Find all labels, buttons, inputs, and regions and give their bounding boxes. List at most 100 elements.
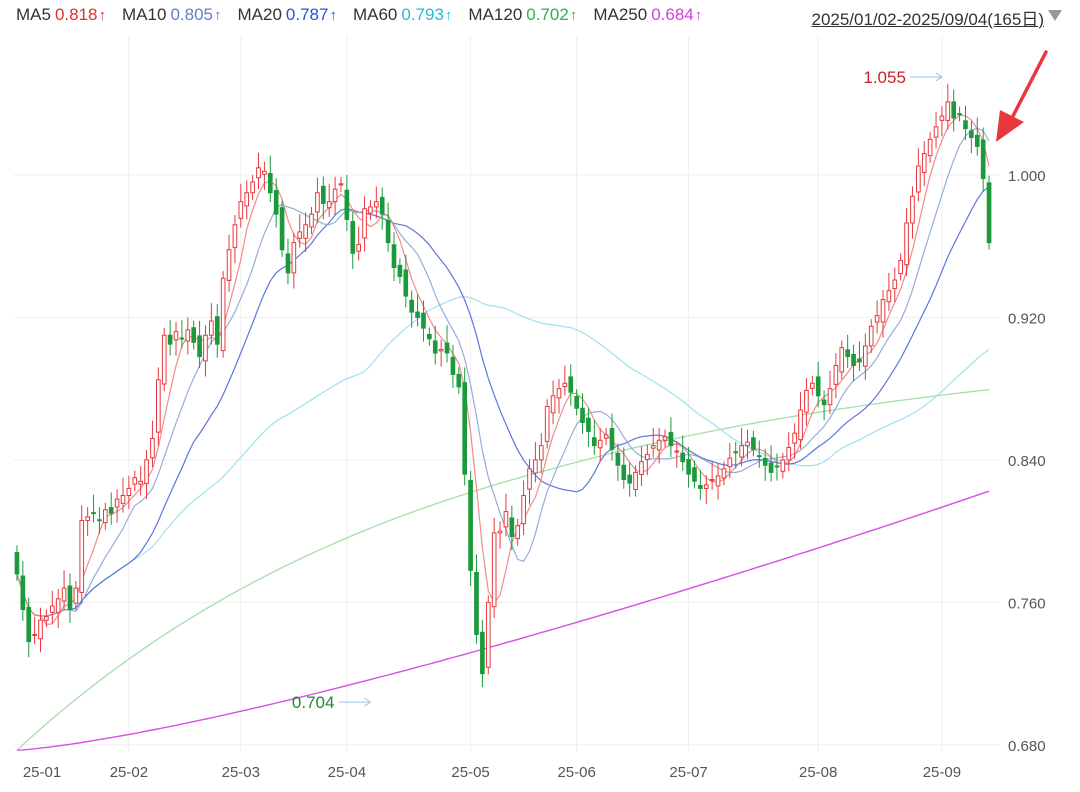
legend-ma10-arrow: ↑ [213,7,222,24]
candle-up [639,461,644,476]
candle-up [156,379,161,433]
candle-up [309,213,314,228]
candle-up [939,115,945,121]
candle-down [350,221,356,254]
legend-ma5-value: 0.818 [54,5,98,24]
candle-up [839,347,845,373]
candle-down [273,190,279,215]
candle-down [427,334,432,340]
candle-up [780,459,786,472]
x-tick-label: 25-05 [451,764,489,781]
candle-down [986,182,992,244]
candle-up [185,329,191,342]
candle-down [580,407,585,423]
x-tick-label: 25-02 [110,764,148,781]
candle-up [102,509,108,524]
candle-up [226,249,232,281]
candle-down [621,464,627,480]
candle-down [509,517,515,537]
candle-down [774,465,780,468]
candle-down [574,395,579,409]
candle-up [338,183,344,186]
legend-ma120: MA120 0.702 ↑ [468,5,578,24]
ma10-line [16,127,990,617]
legend-ma20: MA20 0.787 ↑ [237,5,337,24]
candle-up [132,477,138,485]
candle-up [544,405,550,442]
legend-ma10-value: 0.805 [170,5,213,24]
red-arrow-icon [1010,50,1048,120]
candle-up [556,388,562,399]
candle-down [980,139,986,179]
legend-ma60: MA60 0.793 ↑ [352,5,453,24]
candle-up [533,459,538,474]
candle-down [680,452,686,463]
candle-up [250,181,255,194]
candle-up [538,445,544,461]
candle-up [220,277,226,352]
legend-ma250: MA250 0.684 ↑ [593,5,703,24]
candle-up [503,511,509,528]
candle-up [79,519,85,593]
candle-down [969,130,974,139]
candle-up [662,436,668,441]
candle-up [485,601,491,668]
candle-up [833,365,839,385]
candle-up [120,495,126,504]
legend-ma60-arrow: ↑ [444,7,453,24]
candle-down [91,512,96,515]
candle-down [698,485,703,489]
candle-down [768,462,774,473]
y-tick-label: 0.920 [1008,310,1046,327]
candle-down [815,376,821,397]
candle-down [762,457,768,466]
candle-down [951,101,957,119]
legend-ma20-arrow: ↑ [329,7,337,24]
candle-up [933,126,939,138]
date-range-selector[interactable]: 2025/01/02-2025/09/04(165日) [811,10,1044,29]
candle-down [379,196,385,215]
candle-down [97,519,102,522]
high-price-label: 1.055 [863,68,906,87]
x-tick-label: 25-09 [923,764,961,781]
candle-down [409,299,415,313]
triangle-down-icon[interactable] [1048,10,1062,21]
legend-ma5-arrow: ↑ [98,7,107,24]
candle-up [161,334,167,385]
candle-up [49,605,55,613]
candle-up [150,438,155,459]
candle-down [450,356,456,375]
candle-down [462,382,468,475]
legend-ma5: MA5 0.818 ↑ [16,5,107,24]
x-tick-label: 25-06 [557,764,595,781]
candle-up [597,439,603,449]
candle-down [415,311,420,318]
candle-down [179,337,185,340]
candle-down [615,452,621,466]
candle-up [745,441,750,447]
candle-down [609,428,615,450]
candle-down [733,451,739,454]
candle-down [974,134,980,147]
candle-up [886,290,892,303]
candle-down [957,113,962,116]
legend-ma20-value: 0.787 [285,5,329,24]
annotation-arrowhead [935,72,943,82]
candle-up [326,201,332,209]
candle-up [786,446,792,461]
candle-up [85,516,90,521]
candle-up [244,192,250,207]
candle-up [603,434,609,439]
candle-up [721,468,727,479]
candle-down [214,316,220,345]
candle-up [114,498,120,508]
candle-up [303,224,308,239]
candle-up [262,170,267,175]
candle-up [927,138,933,157]
candle-up [232,224,238,249]
legend-ma250-arrow: ↑ [694,7,703,24]
candle-up [562,382,568,388]
candle-down [267,173,273,194]
candle-up [203,334,208,362]
candle-up [497,530,503,534]
